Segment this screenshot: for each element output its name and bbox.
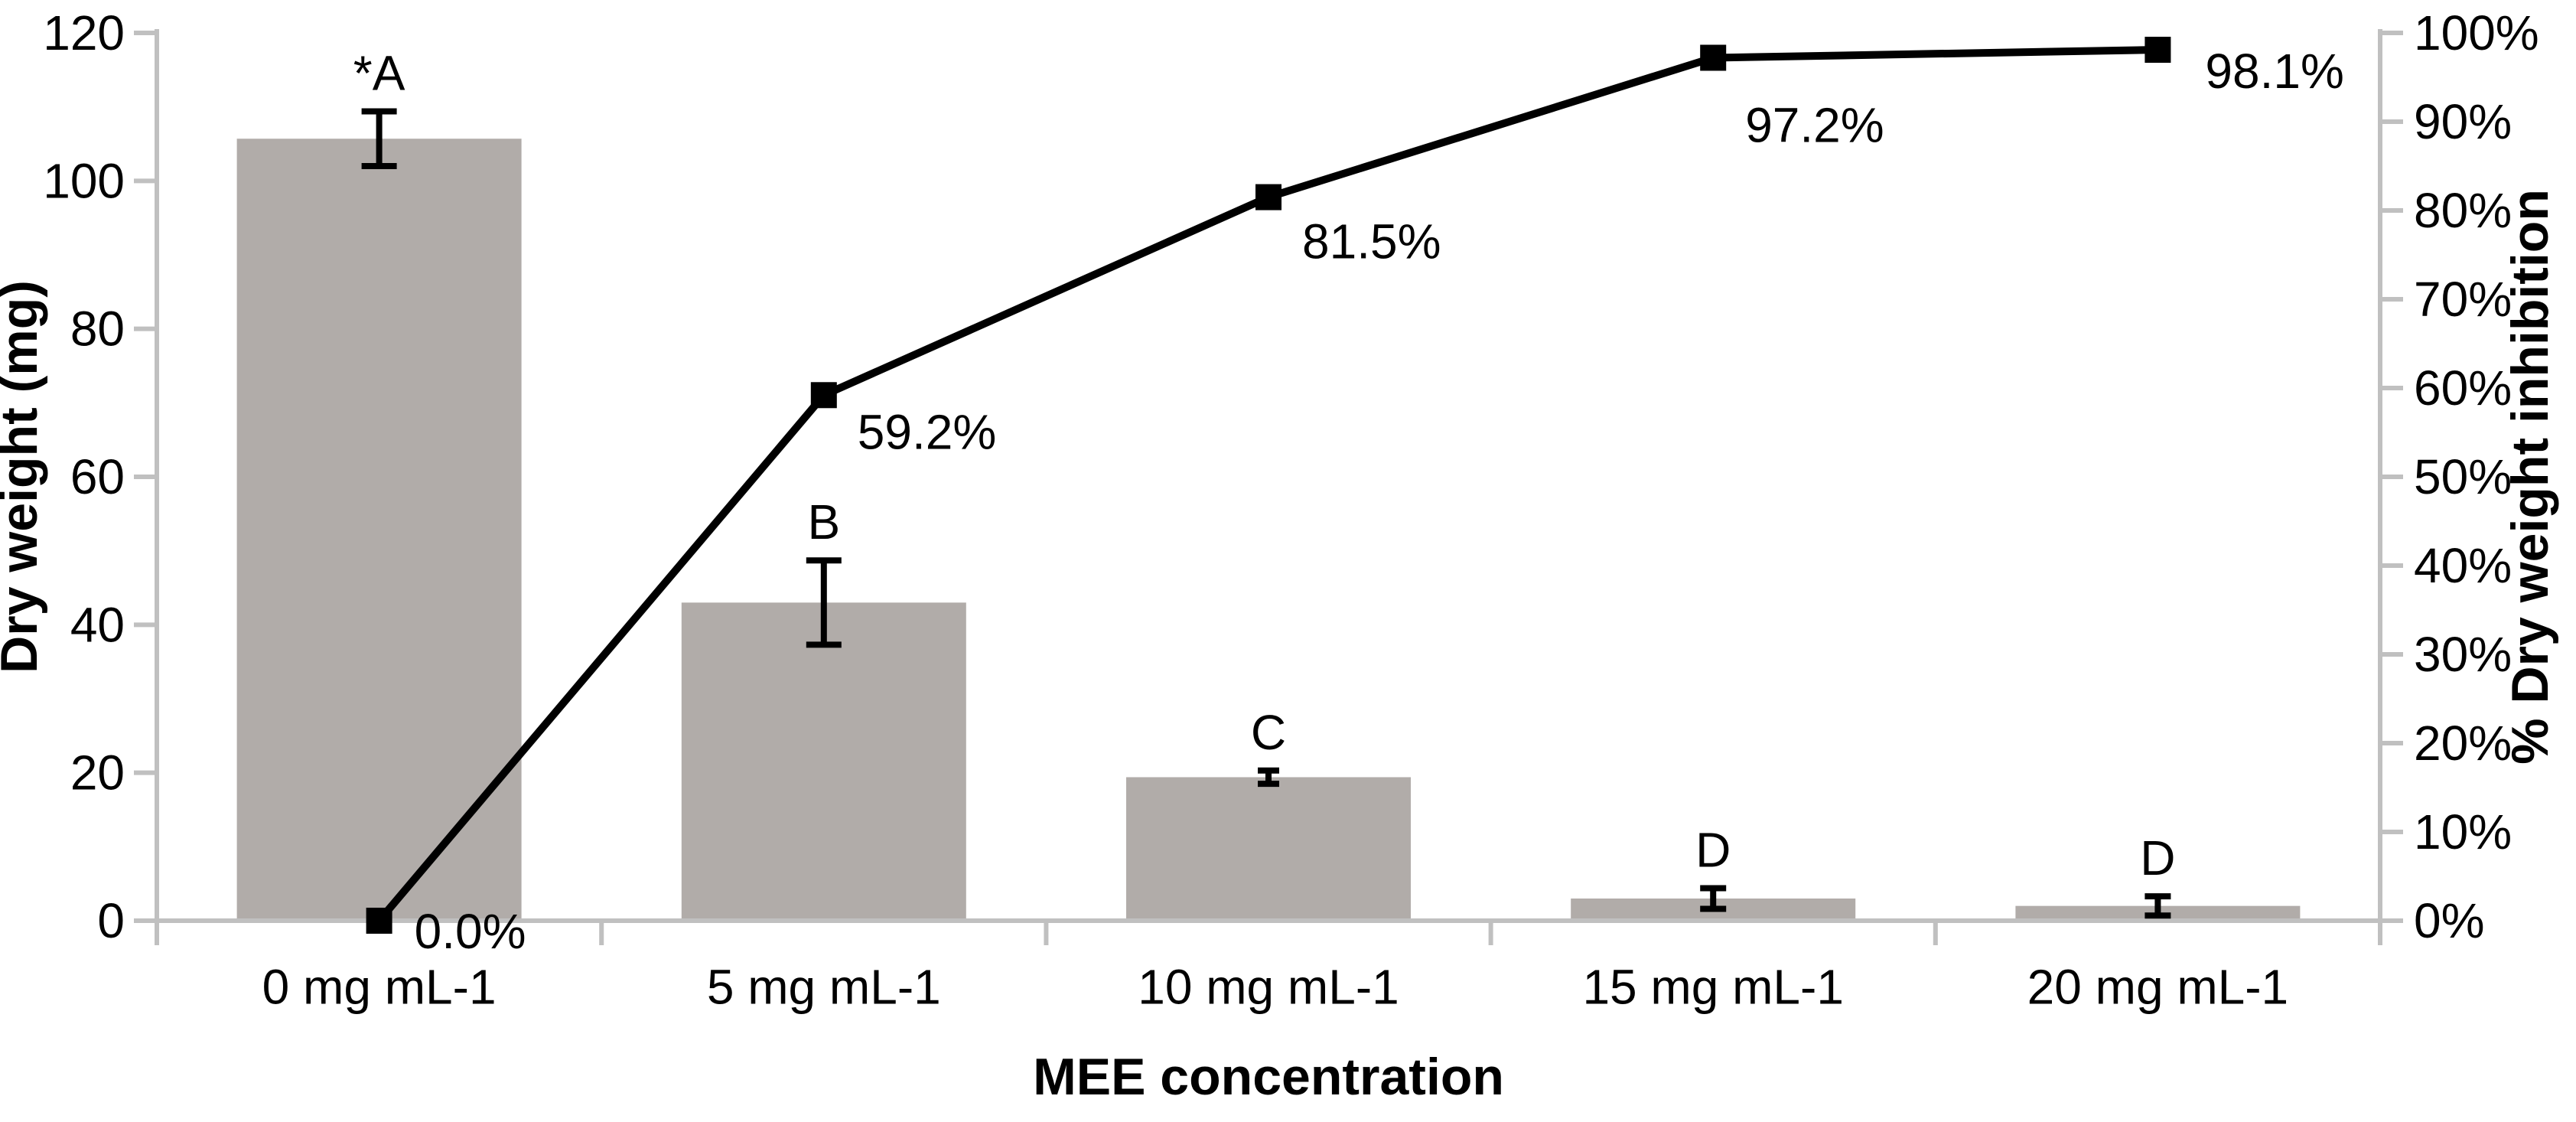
right-tick-label-10%: 10% xyxy=(2414,804,2512,859)
significance-letter-B: B xyxy=(807,494,840,550)
category-label-20 mg mL-1: 20 mg mL-1 xyxy=(2027,959,2288,1014)
left-tick-label-40: 40 xyxy=(70,597,125,652)
right-tick-label-0%: 0% xyxy=(2414,893,2485,948)
category-label-5 mg mL-1: 5 mg mL-1 xyxy=(707,959,941,1014)
data-labels: 0 mg mL-1 5 mg mL-1 10 mg mL-1 15 mg mL-1 20… xyxy=(262,44,2344,1014)
line-data-label-81.5%: 81.5% xyxy=(1302,214,1441,269)
line-data-label-59.2%: 59.2% xyxy=(858,404,996,459)
axes xyxy=(134,29,2403,945)
line-marker-81.5% xyxy=(1255,184,1281,210)
right-tick-label-80%: 80% xyxy=(2414,183,2512,238)
left-tick-label-0: 0 xyxy=(97,893,125,948)
tick-labels: 0 20 40 60 80 100 120 0% 10% 20% 30% 40% 50% 60% 70% 80… xyxy=(43,5,2539,948)
significance-letter-C: C xyxy=(1251,705,1286,760)
significance-letter-*A: *A xyxy=(353,45,405,100)
bar-10 mg mL-1 xyxy=(1126,777,1411,921)
line-marker-59.2% xyxy=(810,382,837,409)
right-tick-label-50%: 50% xyxy=(2414,449,2512,504)
error-bar-5 mg mL-1 xyxy=(806,557,842,648)
error-bar-20 mg mL-1 xyxy=(2144,893,2171,919)
left-tick-label-20: 20 xyxy=(70,745,125,801)
line-marker-0.0% xyxy=(366,908,392,934)
category-label-0 mg mL-1: 0 mg mL-1 xyxy=(262,959,497,1014)
right-tick-label-30%: 30% xyxy=(2414,627,2512,682)
error-bar-10 mg mL-1 xyxy=(1258,767,1279,788)
left-tick-label-120: 120 xyxy=(43,5,125,60)
right-tick-label-60%: 60% xyxy=(2414,360,2512,416)
error-bars xyxy=(361,108,2171,919)
bar-0 mg mL-1 xyxy=(236,139,522,921)
x-axis-title: MEE concentration xyxy=(1033,1048,1504,1106)
right-tick-label-20%: 20% xyxy=(2414,716,2512,771)
line-data-label-98.1%: 98.1% xyxy=(2205,44,2343,99)
line-data-label-97.2%: 97.2% xyxy=(1745,97,1884,152)
bar-5 mg mL-1 xyxy=(681,602,966,921)
line-data-label-0.0%: 0.0% xyxy=(415,904,526,959)
category-label-15 mg mL-1: 15 mg mL-1 xyxy=(1582,959,1843,1014)
line-series xyxy=(366,37,2171,934)
significance-letter-D: D xyxy=(2140,830,2175,886)
right-axis-title: % Dry weight inhibition xyxy=(2501,189,2559,765)
line-marker-98.1% xyxy=(2144,37,2171,64)
category-label-10 mg mL-1: 10 mg mL-1 xyxy=(1138,959,1399,1014)
error-bar-15 mg mL-1 xyxy=(1700,885,1727,912)
significance-letter-D: D xyxy=(1695,822,1731,877)
error-bar-0 mg mL-1 xyxy=(361,108,397,169)
left-axis-title: Dry weight (mg) xyxy=(0,280,48,674)
bar-series xyxy=(236,139,2301,921)
right-tick-label-40%: 40% xyxy=(2414,538,2512,593)
line-marker-97.2% xyxy=(1700,44,1727,71)
right-tick-label-90%: 90% xyxy=(2414,94,2512,149)
left-tick-label-80: 80 xyxy=(70,302,125,357)
left-tick-label-100: 100 xyxy=(43,153,125,208)
right-tick-label-100%: 100% xyxy=(2414,5,2539,60)
left-tick-label-60: 60 xyxy=(70,449,125,504)
right-tick-label-70%: 70% xyxy=(2414,272,2512,327)
